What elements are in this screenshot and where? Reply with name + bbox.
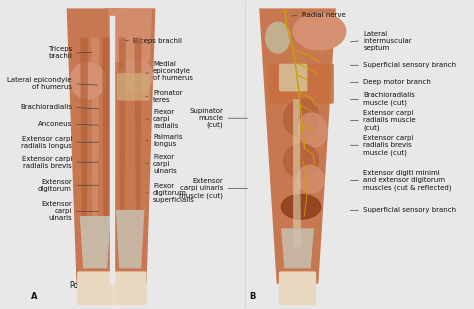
Text: Flexor
carpi
ulnaris: Flexor carpi ulnaris <box>153 154 177 174</box>
Ellipse shape <box>298 165 324 193</box>
Text: Supinator
muscle
(cut): Supinator muscle (cut) <box>189 108 223 129</box>
Polygon shape <box>105 8 155 284</box>
Text: Superficial sensory branch: Superficial sensory branch <box>363 207 456 214</box>
Text: Extensor carpi
radialis longus: Extensor carpi radialis longus <box>21 136 72 149</box>
Text: Flexor
digitorum
superficialis: Flexor digitorum superficialis <box>153 183 195 203</box>
Text: Superficial sensory branch: Superficial sensory branch <box>363 62 456 68</box>
Text: Lateral epicondyle
of humerus: Lateral epicondyle of humerus <box>8 77 72 90</box>
Text: Anconeus: Anconeus <box>37 121 72 127</box>
Text: Extensor carpi
radialis brevis
muscle (cut): Extensor carpi radialis brevis muscle (c… <box>363 135 414 155</box>
Text: Anterior: Anterior <box>115 281 146 290</box>
Text: Extensor
carpi ulnaris
muscle (cut): Extensor carpi ulnaris muscle (cut) <box>179 178 223 199</box>
Polygon shape <box>119 38 126 222</box>
Text: Radial nerve: Radial nerve <box>302 12 346 19</box>
Text: Extensor carpi
radialis muscle
(cut): Extensor carpi radialis muscle (cut) <box>363 110 416 131</box>
Polygon shape <box>293 99 301 247</box>
Ellipse shape <box>70 62 105 99</box>
Text: Deep motor branch: Deep motor branch <box>363 79 431 85</box>
Ellipse shape <box>283 144 319 178</box>
Text: B: B <box>250 292 256 301</box>
Polygon shape <box>67 8 124 284</box>
Ellipse shape <box>283 99 319 136</box>
Polygon shape <box>116 210 145 268</box>
FancyBboxPatch shape <box>279 271 316 305</box>
Text: Extensor carpi
radialis brevis: Extensor carpi radialis brevis <box>21 156 72 169</box>
Polygon shape <box>91 38 99 231</box>
Text: A: A <box>30 292 37 301</box>
Text: Palmaris
longus: Palmaris longus <box>153 134 182 147</box>
FancyBboxPatch shape <box>114 271 146 305</box>
FancyBboxPatch shape <box>77 271 113 305</box>
FancyBboxPatch shape <box>268 64 334 104</box>
Ellipse shape <box>266 22 290 53</box>
Text: Brachioradialis: Brachioradialis <box>20 104 72 110</box>
Polygon shape <box>281 228 314 268</box>
Text: Extensor
carpi
ulnaris: Extensor carpi ulnaris <box>41 201 72 222</box>
Polygon shape <box>135 38 142 222</box>
Text: Lateral
intermuscular
septum: Lateral intermuscular septum <box>363 31 412 51</box>
FancyBboxPatch shape <box>279 64 307 91</box>
Text: Extensor
digitorum: Extensor digitorum <box>38 179 72 192</box>
Text: Pronator
teres: Pronator teres <box>153 90 182 103</box>
Polygon shape <box>80 38 88 231</box>
Polygon shape <box>108 8 152 62</box>
Ellipse shape <box>299 113 327 147</box>
Polygon shape <box>259 8 336 284</box>
Text: Posterior: Posterior <box>69 281 103 290</box>
FancyBboxPatch shape <box>117 73 150 101</box>
Ellipse shape <box>281 194 321 219</box>
Ellipse shape <box>120 59 153 93</box>
Text: Triceps
brachii: Triceps brachii <box>48 46 72 60</box>
Text: Medial
epicondyle
of humerus: Medial epicondyle of humerus <box>153 61 193 82</box>
Text: Biceps brachii: Biceps brachii <box>133 38 182 44</box>
Text: Brachioradialis
muscle (cut): Brachioradialis muscle (cut) <box>363 92 415 106</box>
Ellipse shape <box>293 13 346 50</box>
Polygon shape <box>102 38 110 231</box>
Text: Flexor
carpi
radialis: Flexor carpi radialis <box>153 109 178 129</box>
Polygon shape <box>80 216 110 268</box>
Text: Extensor digiti minimi
and extensor digitorum
muscles (cut & reflected): Extensor digiti minimi and extensor digi… <box>363 170 452 191</box>
